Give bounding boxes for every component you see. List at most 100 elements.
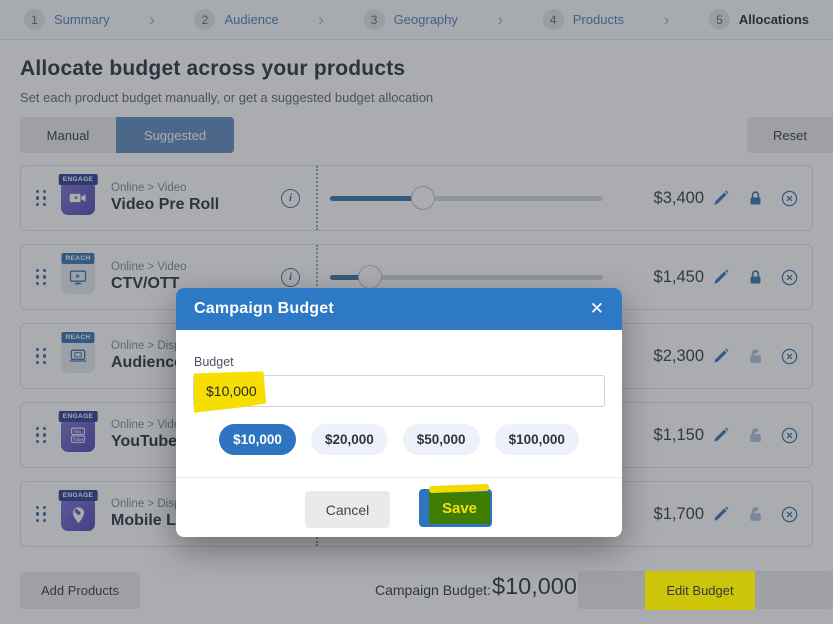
product-name: YouTube	[111, 433, 178, 450]
campaign-budget-modal: Campaign Budget ✕ Budget $10,000 $10,000…	[176, 288, 622, 537]
step-label: Summary	[54, 12, 110, 27]
product-name: Video Pre Roll	[111, 196, 220, 213]
ad-laptop-icon	[61, 339, 95, 373]
step-number: 3	[363, 9, 385, 30]
lock-button[interactable]	[738, 269, 772, 286]
campaign-budget-value: $10,000	[492, 573, 577, 599]
product-category: Online > Display	[111, 498, 196, 510]
modal-footer-divider	[176, 477, 622, 478]
step-label: Allocations	[738, 12, 809, 27]
cancel-button[interactable]: Cancel	[305, 491, 390, 528]
drag-handle-icon[interactable]	[33, 189, 49, 207]
suggested-toggle-button[interactable]: Suggested	[116, 117, 234, 153]
video-camera-icon	[61, 181, 95, 215]
product-row: ENGAGE Online > Video Video Pre Roll $3,…	[20, 165, 813, 231]
modal-header: Campaign Budget ✕	[176, 288, 622, 330]
remove-product-button[interactable]	[772, 426, 806, 445]
remove-product-button[interactable]	[772, 189, 806, 208]
page-title: Allocate budget across your products	[20, 57, 406, 80]
product-category: Online > Video	[111, 261, 187, 273]
product-name: Audience	[111, 354, 184, 371]
preset-50000-button[interactable]: $50,000	[402, 424, 480, 455]
preset-10000-button[interactable]: $10,000	[219, 424, 296, 455]
step-number: 1	[24, 9, 45, 30]
product-name: Mobile Lo	[111, 512, 186, 529]
edit-amount-button[interactable]	[704, 347, 738, 365]
product-category: Online > Video	[111, 182, 187, 194]
lock-button[interactable]	[738, 506, 772, 523]
drag-handle-icon[interactable]	[33, 505, 49, 523]
slider-fill	[330, 274, 370, 280]
step-geography[interactable]: 3 Geography	[363, 9, 458, 30]
manual-toggle-button[interactable]: Manual	[20, 117, 116, 153]
product-icon: ENGAGE	[58, 174, 98, 215]
info-icon[interactable]	[281, 267, 300, 287]
slider-fill	[330, 195, 423, 201]
budget-field-label: Budget	[194, 355, 234, 369]
step-label: Geography	[393, 12, 458, 27]
product-name: CTV/OTT	[111, 275, 180, 292]
preset-100000-button[interactable]: $100,000	[494, 424, 579, 455]
product-icon: REACH	[61, 253, 95, 294]
product-tier-badge: REACH	[61, 253, 95, 264]
product-amount: $1,150	[653, 425, 704, 444]
step-audience[interactable]: 2 Audience	[194, 9, 279, 30]
step-label: Audience	[224, 12, 279, 27]
budget-input-value: $10,000	[206, 383, 257, 399]
budget-slider[interactable]	[330, 186, 603, 210]
product-icon: ENGAGE You Tube	[58, 411, 98, 452]
lock-button[interactable]	[738, 190, 772, 207]
lock-button[interactable]	[738, 427, 772, 444]
product-amount: $2,300	[653, 346, 704, 365]
drag-handle-icon[interactable]	[33, 347, 49, 365]
step-number: 2	[194, 9, 216, 30]
reset-button[interactable]: Reset	[747, 117, 833, 153]
drag-handle-icon[interactable]	[33, 268, 49, 286]
page-subtitle: Set each product budget manually, or get…	[20, 90, 434, 105]
edit-budget-highlight-annotation[interactable]: Edit Budget	[645, 571, 755, 610]
info-icon[interactable]	[281, 188, 300, 208]
product-tier-badge: ENGAGE	[58, 411, 98, 422]
remove-product-button[interactable]	[772, 347, 806, 366]
divider	[316, 166, 318, 230]
product-icon: REACH	[61, 332, 95, 373]
budget-input[interactable]: $10,000	[193, 375, 605, 407]
edit-amount-button[interactable]	[704, 268, 738, 286]
svg-text:Tube: Tube	[73, 437, 84, 442]
slider-handle[interactable]	[410, 186, 435, 210]
youtube-icon: You Tube	[61, 418, 95, 452]
remove-product-button[interactable]	[772, 268, 806, 287]
modal-title: Campaign Budget	[194, 300, 334, 317]
edit-amount-button[interactable]	[704, 189, 738, 207]
product-amount: $1,700	[653, 504, 704, 523]
product-tier-badge: REACH	[61, 332, 95, 343]
step-products[interactable]: 4 Products	[542, 9, 625, 30]
product-category: Online > Display	[111, 340, 196, 352]
divider	[316, 245, 318, 309]
product-amount: $1,450	[653, 267, 704, 286]
product-tier-badge: ENGAGE	[58, 490, 98, 501]
lock-button[interactable]	[738, 348, 772, 365]
allocation-mode-toggle: Manual Suggested	[20, 117, 234, 153]
step-allocations[interactable]: 5 Allocations	[708, 9, 809, 30]
close-icon[interactable]: ✕	[589, 299, 604, 318]
tv-icon	[61, 260, 95, 294]
product-category: Online > Video	[111, 419, 187, 431]
remove-product-button[interactable]	[772, 505, 806, 524]
location-pin-icon	[61, 497, 95, 531]
product-amount: $3,400	[653, 188, 704, 207]
step-label: Products	[572, 12, 625, 27]
add-products-button[interactable]: Add Products	[20, 572, 140, 609]
preset-20000-button[interactable]: $20,000	[310, 424, 388, 455]
wizard-stepper: 1 Summary 2 Audience 3 Geography 4 Produ…	[0, 0, 833, 40]
edit-amount-button[interactable]	[704, 505, 738, 523]
svg-text:You: You	[73, 429, 81, 434]
edit-amount-button[interactable]	[704, 426, 738, 444]
campaign-budget-label: Campaign Budget:	[375, 582, 491, 598]
save-button-highlight-annotation[interactable]: Save	[429, 492, 490, 524]
step-number: 5	[708, 9, 730, 30]
step-summary[interactable]: 1 Summary	[24, 9, 110, 30]
product-tier-badge: ENGAGE	[58, 174, 98, 185]
drag-handle-icon[interactable]	[33, 426, 49, 444]
